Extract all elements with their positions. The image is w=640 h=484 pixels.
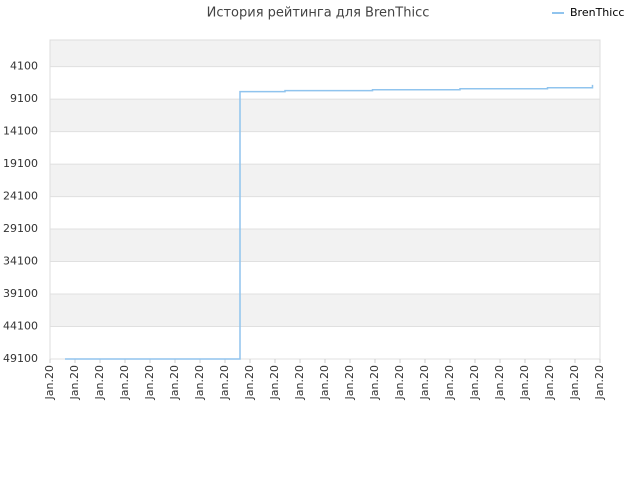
x-tick-label: Jan.20 <box>468 365 481 400</box>
x-tick-label: Jan.20 <box>43 365 56 400</box>
x-tick-label: Jan.20 <box>268 365 281 400</box>
grid-band <box>50 99 600 132</box>
x-tick-label: Jan.20 <box>68 365 81 400</box>
grid-band <box>50 294 600 327</box>
x-tick-label: Jan.20 <box>218 365 231 400</box>
x-tick-label: Jan.20 <box>118 365 131 400</box>
x-tick-label: Jan.20 <box>318 365 331 400</box>
grid-band <box>50 164 600 197</box>
y-tick-label: 34100 <box>3 255 38 268</box>
grid-band <box>50 40 600 67</box>
x-tick-label: Jan.20 <box>193 365 206 400</box>
x-tick-label: Jan.20 <box>493 365 506 400</box>
legend-label: BrenThicc <box>570 6 624 19</box>
x-tick-label: Jan.20 <box>443 365 456 400</box>
x-tick-label: Jan.20 <box>93 365 106 400</box>
y-tick-label: 19100 <box>3 157 38 170</box>
x-tick-label: Jan.20 <box>593 365 606 400</box>
x-tick-label: Jan.20 <box>243 365 256 400</box>
rating-line <box>65 84 594 360</box>
y-tick-label: 14100 <box>3 125 38 138</box>
x-tick-label: Jan.20 <box>568 365 581 400</box>
y-tick-label: 44100 <box>3 320 38 333</box>
x-tick-label: Jan.20 <box>143 365 156 400</box>
y-tick-label: 29100 <box>3 222 38 235</box>
x-tick-label: Jan.20 <box>418 365 431 400</box>
x-tick-label: Jan.20 <box>293 365 306 400</box>
x-tick-label: Jan.20 <box>368 365 381 400</box>
x-tick-label: Jan.20 <box>393 365 406 400</box>
x-tick-label: Jan.20 <box>543 365 556 400</box>
y-tick-label: 9100 <box>10 92 38 105</box>
y-tick-label: 39100 <box>3 287 38 300</box>
x-tick-label: Jan.20 <box>518 365 531 400</box>
grid-band <box>50 229 600 262</box>
y-tick-label: 24100 <box>3 190 38 203</box>
x-tick-label: Jan.20 <box>168 365 181 400</box>
chart-title: История рейтинга для BrenThicc <box>207 6 430 21</box>
y-tick-label: 49100 <box>3 352 38 365</box>
x-tick-label: Jan.20 <box>343 365 356 400</box>
y-tick-label: 4100 <box>10 60 38 73</box>
